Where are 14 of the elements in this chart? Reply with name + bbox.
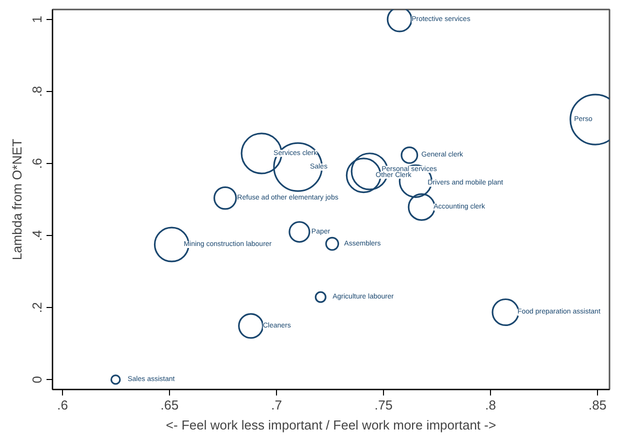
y-tick-label: 1 xyxy=(30,16,44,24)
y-axis-title: Lambda from O*NET xyxy=(10,138,24,260)
x-tick-label: .85 xyxy=(588,398,607,412)
y-tick-label: .4 xyxy=(30,230,44,241)
y-tick-label: .2 xyxy=(30,302,44,313)
x-tick-label: .6 xyxy=(57,398,68,412)
y-tick-label: .6 xyxy=(30,158,44,169)
y-tick-label: .8 xyxy=(30,86,44,97)
x-tick-label: .7 xyxy=(271,398,282,412)
y-tick-label: 0 xyxy=(30,376,44,384)
x-tick-label: .65 xyxy=(160,398,179,412)
x-axis-title: <- Feel work less important / Feel work more important -> xyxy=(166,418,496,432)
x-tick-label: .8 xyxy=(485,398,496,412)
x-tick-label: .75 xyxy=(374,398,393,412)
